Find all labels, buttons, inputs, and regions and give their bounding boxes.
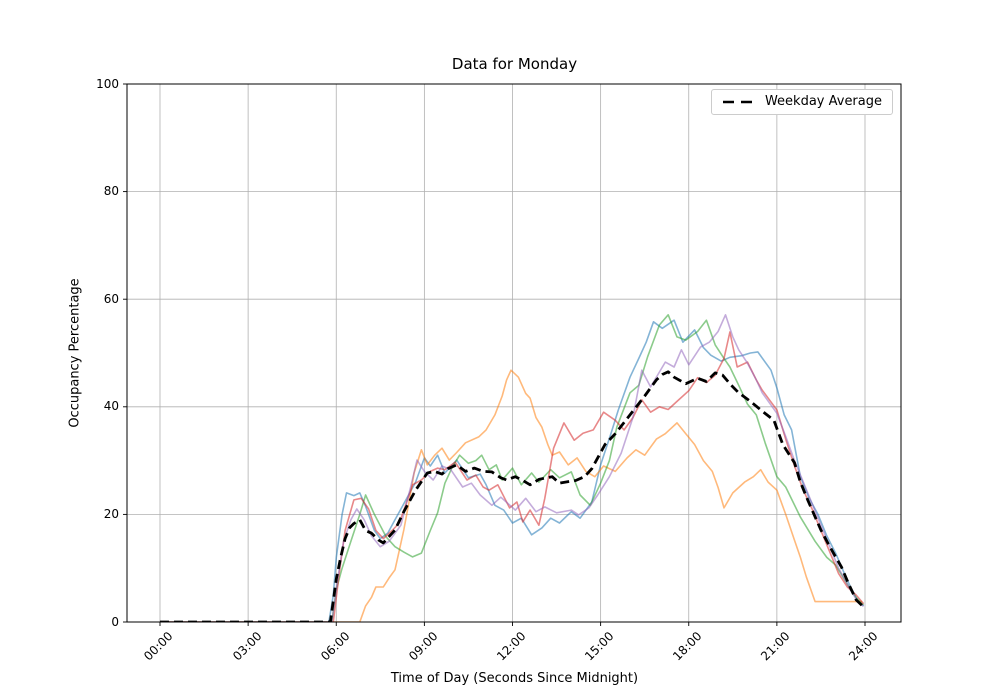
series-line-blue (160, 319, 865, 622)
series-weekday-average (160, 370, 865, 622)
weekday-average-dash-icon (722, 100, 755, 104)
legend-label: Weekday Average (764, 94, 882, 109)
x-axis-label: Time of Day (Seconds Since Midnight) (390, 671, 639, 686)
chart-title: Data for Monday (451, 55, 578, 73)
series-line-green (160, 313, 865, 622)
y-tick-label: 100 (96, 76, 119, 91)
y-tick-label: 0 (111, 614, 119, 629)
axes-box (126, 83, 902, 623)
grid-lines (127, 83, 901, 623)
tick-marks (123, 83, 866, 626)
y-tick-label: 40 (103, 399, 119, 414)
series-line-purple (160, 313, 865, 622)
series-group (160, 313, 865, 622)
y-tick-label: 80 (103, 184, 119, 199)
y-tick-label: 20 (103, 506, 119, 521)
y-tick-label: 60 (103, 291, 119, 306)
legend: Weekday Average (710, 89, 893, 115)
